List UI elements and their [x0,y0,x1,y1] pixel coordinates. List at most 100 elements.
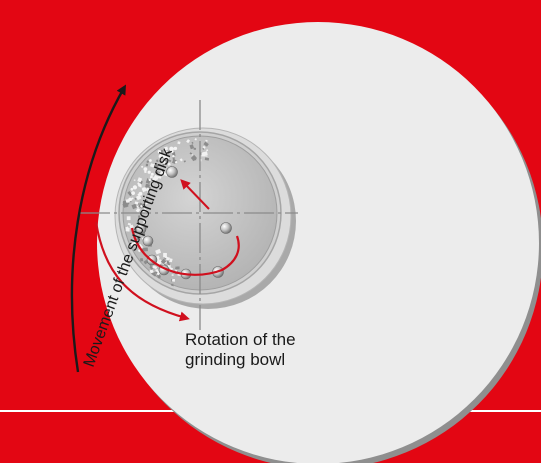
sample-grain [166,151,170,155]
sample-grain [169,146,174,151]
sample-grain [143,260,148,265]
sample-grain [165,256,170,261]
sample-grain [171,278,176,282]
sample-grain [158,154,162,158]
sample-grain [125,226,130,231]
sample-grain [162,160,166,164]
sample-grain [150,172,154,176]
sample-grain [136,205,140,208]
sample-grain [127,222,132,226]
sample-grain [165,150,168,153]
sample-grain [139,204,143,208]
bowl-rotation-label-line2: grinding bowl [185,350,285,369]
sample-grain [172,155,175,158]
sample-grain [157,175,162,179]
sample-grain [133,179,136,181]
sample-grain [131,203,137,210]
sample-grain [177,141,181,145]
grinding-ball [142,235,154,247]
sample-grain [183,160,186,163]
sample-grain [127,202,130,205]
sample-grain [129,224,134,229]
sample-grain [158,259,163,264]
sample-grain [205,139,208,142]
sample-grain [140,165,144,169]
sample-grain [167,162,171,166]
sample-grain [155,248,162,255]
sample-grain [151,185,155,188]
sample-grain [152,265,158,270]
sample-grain [147,170,151,174]
sample-grain [137,193,140,196]
sample-grain [130,241,137,247]
sample-grain [189,152,193,155]
sample-grain [163,146,169,151]
sample-grain [154,271,158,274]
sample-grain [135,207,141,213]
ball-trajectory-arrow [180,179,210,210]
grinding-ball [166,166,178,178]
sample-grain [155,269,161,276]
sample-grain [190,154,198,162]
sample-grain [145,183,150,189]
sample-grain [124,202,129,207]
sample-grain [206,149,209,152]
sample-grain [135,194,142,201]
sample-grain [203,141,209,147]
sample-grain [149,159,152,162]
sample-grain [143,167,148,172]
sample-grain [149,269,154,274]
sample-grain [167,262,171,266]
sample-grain [160,155,163,158]
sample-grain [205,155,208,157]
sample-grain [128,197,131,201]
sample-grain [202,145,206,149]
sample-grain [193,147,197,150]
sample-grain [143,220,146,224]
sample-grain [144,170,147,174]
sample-grain [163,252,167,258]
sample-grain [194,138,197,141]
supporting-disk-arrow [70,84,126,373]
sample-grain [168,159,172,162]
sample-grain [148,178,151,182]
sample-grain [140,258,144,262]
sample-grain [146,178,149,181]
sample-grain [171,274,174,276]
sample-grain [153,162,160,169]
sample-grain [130,187,134,191]
sample-grain [137,182,140,185]
bowl-rotation-label-line1: Rotation of the [185,330,296,349]
sample-grain [137,177,143,183]
sample-grain [189,144,195,150]
sample-grain [156,255,160,260]
sample-grain [204,157,210,161]
grinding-ball [220,222,232,234]
sample-grain [179,158,183,162]
sample-grain [131,197,134,200]
sample-grain [145,201,148,205]
sample-grain [202,151,208,156]
sample-grain [191,141,194,145]
sample-grain [131,191,136,196]
sample-grain [142,187,145,190]
sample-grain [146,160,150,164]
sample-grain [174,161,178,164]
sample-grain [141,247,146,252]
sample-grain [159,151,161,154]
center-axis-lines [80,100,298,330]
sample-grain [145,187,151,193]
sample-grain [159,170,165,177]
sample-grain [158,275,161,279]
sample-grain [156,171,159,174]
sample-grain [167,264,171,269]
sample-grain [145,163,149,167]
sample-grain [160,258,167,265]
sample-grain [136,236,140,240]
sample-grain [172,157,175,160]
sample-grain [164,258,167,260]
sample-grain [138,215,141,219]
sample-grain [169,260,172,262]
